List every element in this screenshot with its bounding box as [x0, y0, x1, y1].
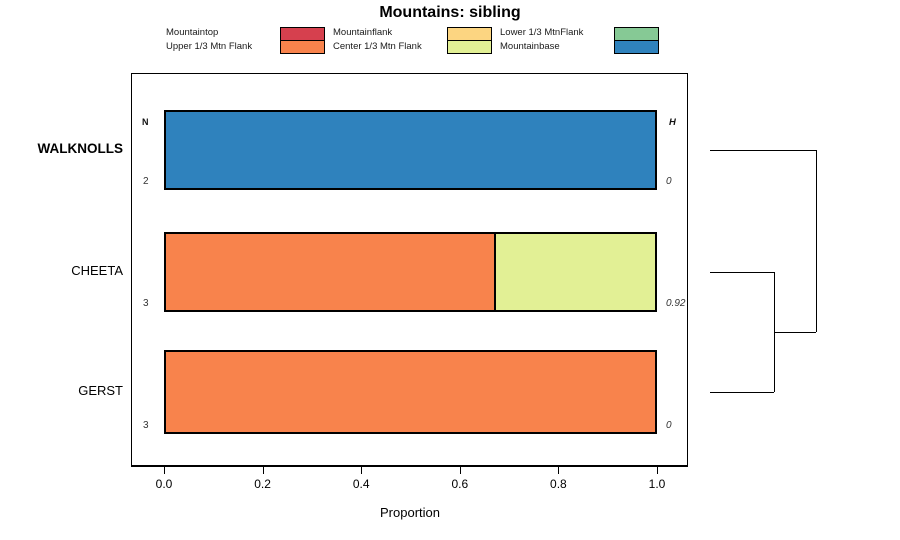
h-value: 0 [666, 176, 672, 187]
legend-column-1: Mountainflank Center 1/3 Mtn Flank [333, 26, 493, 56]
dendrogram-branch [774, 332, 816, 333]
legend-column-0-swatches [280, 27, 325, 54]
h-value: 0 [666, 420, 672, 431]
dendrogram-branch [710, 392, 774, 393]
legend-swatch-mountainbase [615, 40, 658, 53]
legend-item-label-lower-third-mtn-flank: Lower 1/3 MtnFlank [500, 27, 584, 38]
dendrogram-branch [710, 272, 774, 273]
n-value: 3 [143, 420, 149, 431]
bar-segment [166, 112, 655, 188]
legend-item-label-mountainbase: Mountainbase [500, 41, 560, 52]
n-value: 2 [143, 176, 149, 187]
plot-frame [131, 73, 688, 466]
legend-column-2-labels: Lower 1/3 MtnFlank Mountainbase [500, 26, 612, 56]
x-axis-tick [262, 467, 264, 474]
legend-item-label-mountainflank: Mountainflank [333, 27, 393, 38]
page-title: Mountains: sibling [379, 4, 521, 21]
bar-segment [166, 352, 655, 432]
x-axis-tick-label: 1.0 [648, 477, 666, 491]
bar-row [164, 110, 657, 190]
legend-swatch-upper-third-mtn-flank [281, 40, 324, 53]
x-axis-tick [459, 467, 461, 474]
dendrogram-branch [816, 150, 817, 332]
n-value: 3 [143, 298, 149, 309]
bar-segment [166, 234, 494, 310]
h-column-header: H [669, 117, 676, 128]
legend-column-1-labels: Mountainflank Center 1/3 Mtn Flank [333, 26, 445, 56]
legend-swatch-mountainflank [448, 28, 491, 41]
bar-row [164, 350, 657, 434]
x-axis-tick-label: 0.2 [254, 477, 271, 491]
x-axis-tick [361, 467, 363, 474]
x-axis-tick-label: 0.8 [550, 477, 567, 491]
stacked-bar [164, 110, 657, 190]
x-axis-tick-label: 0.0 [155, 477, 173, 491]
legend-column-2-swatches [614, 27, 659, 54]
legend: Mountaintop Upper 1/3 Mtn Flank Mountain… [166, 26, 686, 56]
x-axis-line [131, 466, 688, 467]
bar-segment [493, 234, 655, 310]
legend-item-label-upper-third-mtn-flank: Upper 1/3 Mtn Flank [166, 41, 253, 52]
h-value: 0.92 [666, 298, 686, 309]
legend-swatch-lower-third-mtn-flank [615, 28, 658, 41]
legend-column-1-swatches [447, 27, 492, 54]
legend-column-0: Mountaintop Upper 1/3 Mtn Flank [166, 26, 326, 56]
row-label-cheeta: CHEETA [71, 263, 123, 278]
x-axis-tick-label: 0.6 [451, 477, 469, 491]
n-column-header: N [142, 117, 149, 127]
x-axis-tick [558, 467, 560, 474]
legend-item-label-mountaintop: Mountaintop [166, 27, 219, 38]
stacked-bar [164, 232, 657, 312]
x-axis-title: Proportion [380, 505, 440, 520]
legend-column-2: Lower 1/3 MtnFlank Mountainbase [500, 26, 660, 56]
dendrogram-branch [710, 150, 816, 151]
x-axis-tick [164, 467, 165, 474]
legend-swatch-center-third-mtn-flank [448, 40, 491, 53]
x-axis-tick [657, 467, 658, 474]
row-label-walknolls: WALKNOLLS [37, 141, 124, 156]
bar-row [164, 232, 657, 312]
row-label-gerst: GERST [78, 383, 123, 398]
legend-column-0-labels: Mountaintop Upper 1/3 Mtn Flank [166, 26, 278, 56]
legend-swatch-mountaintop [281, 28, 324, 41]
legend-item-label-center-third-mtn-flank: Center 1/3 Mtn Flank [333, 41, 422, 52]
stacked-bar [164, 350, 657, 434]
x-axis-tick-label: 0.4 [352, 477, 370, 491]
dendrogram [688, 73, 900, 466]
